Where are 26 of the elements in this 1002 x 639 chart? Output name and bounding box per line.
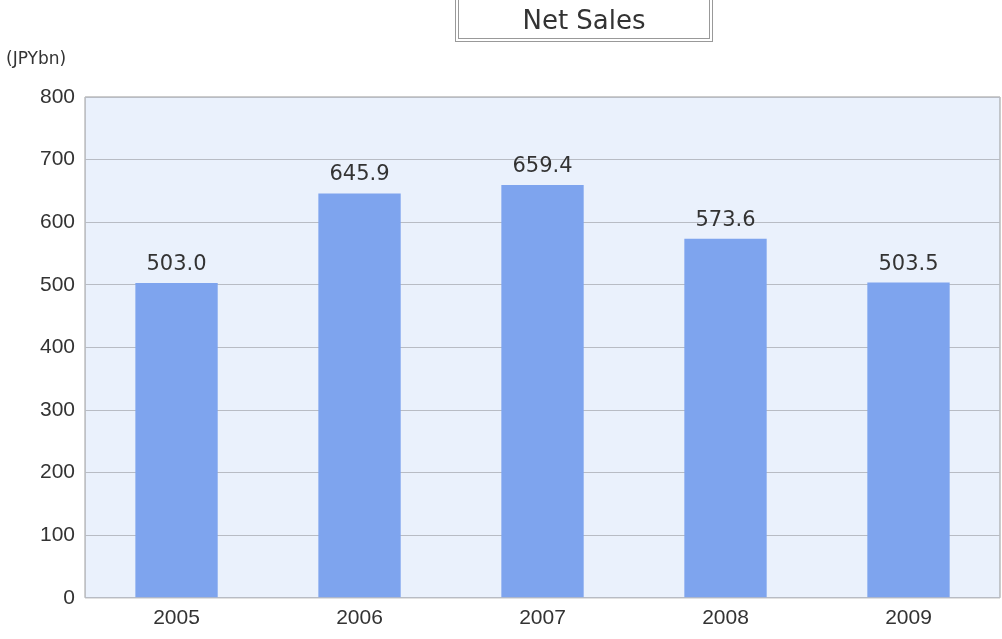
data-label: 645.9 xyxy=(329,161,390,186)
bar xyxy=(318,193,401,598)
y-tick-label: 300 xyxy=(39,396,76,420)
x-tick-label: 2007 xyxy=(519,605,566,629)
bar xyxy=(135,282,218,598)
x-tick-label: 2009 xyxy=(885,605,932,629)
y-tick-label: 200 xyxy=(39,459,76,483)
bar xyxy=(867,282,950,598)
data-label: 503.0 xyxy=(146,250,207,275)
x-tick-label: 2006 xyxy=(336,605,383,629)
x-tick-label: 2008 xyxy=(702,605,749,629)
data-label: 573.6 xyxy=(695,206,756,231)
y-tick-label: 100 xyxy=(39,522,76,545)
x-tick-label: 2005 xyxy=(153,605,200,629)
y-tick-label: 700 xyxy=(39,146,76,170)
y-axis-title: (JPYbn) xyxy=(6,48,67,68)
y-tick-label: 800 xyxy=(39,83,76,107)
data-label: 503.5 xyxy=(878,250,939,275)
y-tick-label: 500 xyxy=(39,271,76,295)
y-tick-label: 600 xyxy=(39,209,76,232)
bar xyxy=(501,185,584,598)
y-tick-label: 0 xyxy=(63,584,76,608)
data-label: 659.4 xyxy=(512,152,573,177)
chart-title: Net Sales xyxy=(455,0,713,42)
bar xyxy=(684,238,767,598)
y-tick-label: 400 xyxy=(39,334,76,358)
